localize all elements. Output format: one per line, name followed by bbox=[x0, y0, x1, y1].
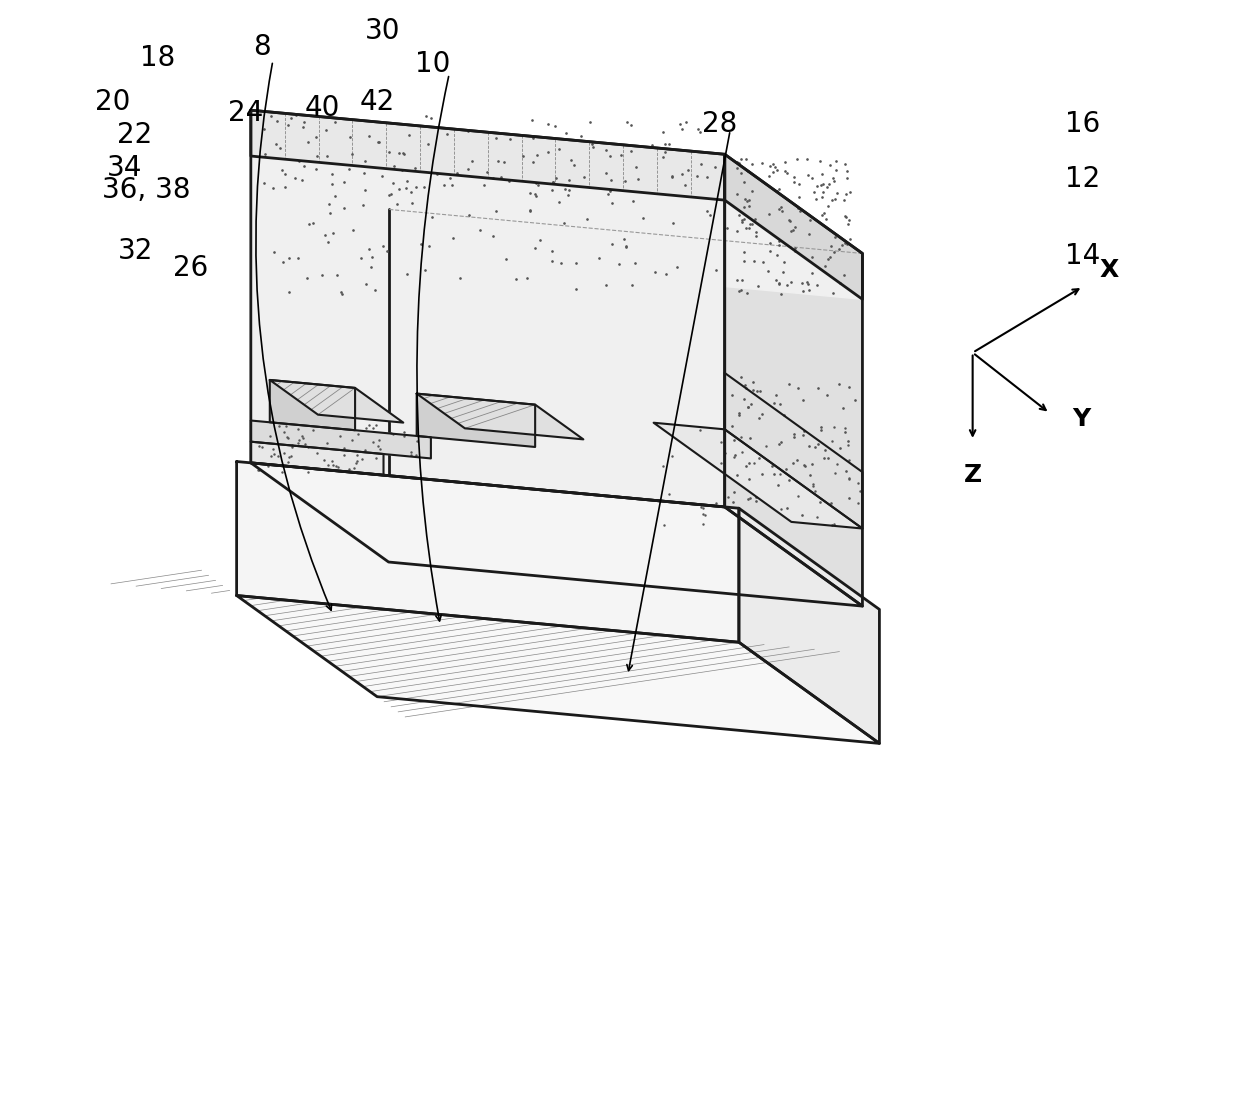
Text: 40: 40 bbox=[305, 94, 340, 121]
Text: 10: 10 bbox=[415, 50, 450, 77]
Text: 28: 28 bbox=[702, 110, 737, 138]
Text: 8: 8 bbox=[253, 33, 270, 61]
Text: Y: Y bbox=[1071, 407, 1090, 431]
Polygon shape bbox=[724, 154, 863, 606]
Text: 42: 42 bbox=[360, 88, 396, 116]
Text: 18: 18 bbox=[140, 44, 175, 72]
Polygon shape bbox=[250, 421, 430, 458]
Text: 30: 30 bbox=[366, 17, 401, 44]
Text: 34: 34 bbox=[107, 154, 141, 182]
Polygon shape bbox=[250, 156, 863, 300]
Polygon shape bbox=[250, 463, 863, 606]
Polygon shape bbox=[250, 110, 724, 201]
Polygon shape bbox=[237, 462, 739, 642]
Polygon shape bbox=[724, 372, 863, 529]
Polygon shape bbox=[270, 380, 403, 422]
Text: 12: 12 bbox=[1065, 165, 1100, 193]
Polygon shape bbox=[739, 508, 879, 744]
Text: 22: 22 bbox=[118, 121, 153, 149]
Text: 16: 16 bbox=[1065, 110, 1100, 138]
Text: Z: Z bbox=[963, 463, 982, 487]
Polygon shape bbox=[417, 393, 583, 440]
Text: 36, 38: 36, 38 bbox=[102, 176, 191, 204]
Polygon shape bbox=[237, 595, 879, 744]
Text: 14: 14 bbox=[1065, 242, 1100, 270]
Text: 26: 26 bbox=[172, 253, 208, 281]
Polygon shape bbox=[250, 110, 724, 507]
Text: X: X bbox=[1100, 258, 1118, 282]
Polygon shape bbox=[653, 423, 863, 529]
Text: 32: 32 bbox=[118, 237, 153, 264]
Polygon shape bbox=[724, 154, 863, 300]
Polygon shape bbox=[250, 442, 383, 475]
Polygon shape bbox=[270, 380, 355, 430]
Polygon shape bbox=[417, 393, 536, 447]
Text: 20: 20 bbox=[95, 88, 130, 116]
Text: 24: 24 bbox=[228, 99, 263, 127]
